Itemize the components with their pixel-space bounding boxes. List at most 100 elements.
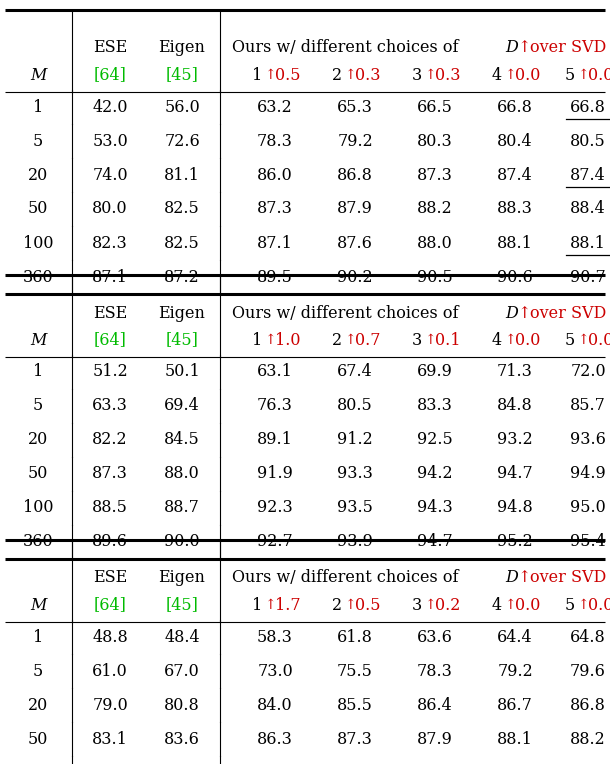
- Text: 53.0: 53.0: [92, 132, 128, 150]
- Text: 90.0: 90.0: [164, 533, 200, 551]
- Text: 88.0: 88.0: [417, 235, 453, 251]
- Text: 80.3: 80.3: [417, 132, 453, 150]
- Text: 73.0: 73.0: [257, 662, 293, 679]
- Text: 63.3: 63.3: [92, 397, 128, 415]
- Text: 90.2: 90.2: [337, 268, 373, 286]
- Text: ESE: ESE: [93, 305, 127, 322]
- Text: 61.0: 61.0: [92, 662, 128, 679]
- Text: 20: 20: [28, 167, 48, 183]
- Text: 87.9: 87.9: [337, 200, 373, 218]
- Text: 87.1: 87.1: [257, 235, 293, 251]
- Text: ↑: ↑: [424, 598, 436, 612]
- Text: 82.3: 82.3: [92, 235, 128, 251]
- Text: 95.4: 95.4: [570, 533, 606, 551]
- Text: 63.1: 63.1: [257, 364, 293, 380]
- Text: 3: 3: [412, 332, 422, 348]
- Text: 63.6: 63.6: [417, 629, 453, 646]
- Text: 85.7: 85.7: [570, 397, 606, 415]
- Text: 0.0: 0.0: [588, 597, 610, 613]
- Text: 66.8: 66.8: [570, 99, 606, 115]
- Text: ↑: ↑: [518, 305, 531, 322]
- Text: 5: 5: [33, 397, 43, 415]
- Text: 91.9: 91.9: [257, 465, 293, 483]
- Text: Eigen: Eigen: [159, 569, 206, 587]
- Text: 1: 1: [33, 99, 43, 115]
- Text: 93.6: 93.6: [570, 432, 606, 448]
- Text: 86.3: 86.3: [257, 730, 293, 747]
- Text: 88.1: 88.1: [497, 730, 533, 747]
- Text: 86.0: 86.0: [257, 167, 293, 183]
- Text: 86.7: 86.7: [497, 697, 533, 714]
- Text: M: M: [30, 597, 46, 613]
- Text: 58.3: 58.3: [257, 629, 293, 646]
- Text: [45]: [45]: [165, 332, 198, 348]
- Text: ↑: ↑: [344, 68, 356, 82]
- Text: 1: 1: [33, 629, 43, 646]
- Text: 3: 3: [412, 597, 422, 613]
- Text: 84.5: 84.5: [164, 432, 200, 448]
- Text: 4: 4: [492, 66, 502, 83]
- Text: 88.2: 88.2: [417, 200, 453, 218]
- Text: 100: 100: [23, 500, 53, 516]
- Text: ↑: ↑: [264, 598, 276, 612]
- Text: 0.1: 0.1: [436, 332, 461, 348]
- Text: ↑: ↑: [518, 569, 531, 587]
- Text: 87.4: 87.4: [497, 167, 533, 183]
- Text: ↑: ↑: [264, 68, 276, 82]
- Text: ↑: ↑: [344, 333, 356, 347]
- Text: 88.1: 88.1: [497, 235, 533, 251]
- Text: 74.0: 74.0: [92, 167, 128, 183]
- Text: [64]: [64]: [93, 66, 126, 83]
- Text: 2: 2: [332, 66, 342, 83]
- Text: Ours w/ different choices of: Ours w/ different choices of: [232, 569, 464, 587]
- Text: ESE: ESE: [93, 40, 127, 57]
- Text: 87.1: 87.1: [92, 268, 128, 286]
- Text: 0.5: 0.5: [355, 597, 381, 613]
- Text: 42.0: 42.0: [92, 99, 127, 115]
- Text: 72.6: 72.6: [164, 132, 200, 150]
- Text: ↑: ↑: [264, 333, 276, 347]
- Text: 93.3: 93.3: [337, 465, 373, 483]
- Text: 92.5: 92.5: [417, 432, 453, 448]
- Text: 0.0: 0.0: [515, 332, 540, 348]
- Text: 88.5: 88.5: [92, 500, 128, 516]
- Text: 82.5: 82.5: [164, 235, 200, 251]
- Text: 2: 2: [332, 597, 342, 613]
- Text: 51.2: 51.2: [92, 364, 128, 380]
- Text: 69.4: 69.4: [164, 397, 200, 415]
- Text: 83.1: 83.1: [92, 730, 128, 747]
- Text: 66.8: 66.8: [497, 99, 533, 115]
- Text: 87.6: 87.6: [337, 235, 373, 251]
- Text: ↑: ↑: [577, 598, 589, 612]
- Text: 72.0: 72.0: [570, 364, 606, 380]
- Text: Ours w/ different choices of: Ours w/ different choices of: [232, 40, 464, 57]
- Text: 87.9: 87.9: [417, 730, 453, 747]
- Text: 100: 100: [23, 235, 53, 251]
- Text: 80.5: 80.5: [337, 397, 373, 415]
- Text: 80.4: 80.4: [497, 132, 533, 150]
- Text: 65.3: 65.3: [337, 99, 373, 115]
- Text: 63.2: 63.2: [257, 99, 293, 115]
- Text: 48.4: 48.4: [164, 629, 200, 646]
- Text: over SVD: over SVD: [530, 40, 606, 57]
- Text: 88.0: 88.0: [164, 465, 200, 483]
- Text: 1: 1: [252, 66, 262, 83]
- Text: 5: 5: [565, 332, 575, 348]
- Text: 50: 50: [28, 200, 48, 218]
- Text: 66.5: 66.5: [417, 99, 453, 115]
- Text: 69.9: 69.9: [417, 364, 453, 380]
- Text: ESE: ESE: [93, 569, 127, 587]
- Text: 88.3: 88.3: [497, 200, 533, 218]
- Text: ↑: ↑: [577, 68, 589, 82]
- Text: 93.9: 93.9: [337, 533, 373, 551]
- Text: 56.0: 56.0: [164, 99, 200, 115]
- Text: 50: 50: [28, 465, 48, 483]
- Text: 87.3: 87.3: [337, 730, 373, 747]
- Text: 87.2: 87.2: [164, 268, 200, 286]
- Text: 50: 50: [28, 730, 48, 747]
- Text: 84.8: 84.8: [497, 397, 533, 415]
- Text: 64.4: 64.4: [497, 629, 533, 646]
- Text: 0.2: 0.2: [436, 597, 461, 613]
- Text: 360: 360: [23, 268, 53, 286]
- Text: [45]: [45]: [165, 66, 198, 83]
